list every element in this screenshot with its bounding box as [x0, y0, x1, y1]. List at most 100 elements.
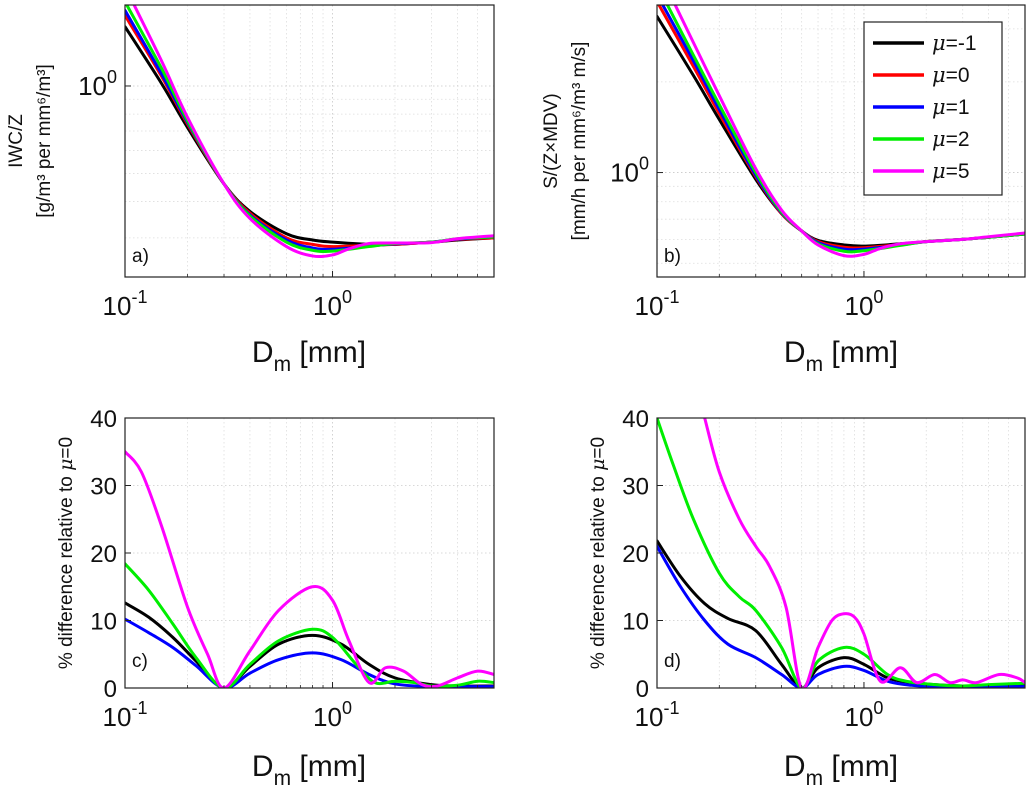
panel-a-label: a)	[132, 246, 149, 267]
panel-c-ylabel-mu-value: =0	[56, 437, 77, 459]
panel-a-xlabel: Dm [mm]	[252, 336, 366, 376]
panel-d-ylabel-mu: μ	[587, 459, 609, 471]
panel-c-xlabel-rest: [mm]	[291, 750, 366, 783]
x-tick-label: 10-1	[635, 287, 680, 321]
panel-c-label: c)	[132, 651, 148, 672]
x-tick-base: 10	[844, 702, 873, 732]
x-tick-base: 10	[313, 702, 342, 732]
y-tick-label: 20	[622, 541, 649, 568]
legend-entry-mu: μ	[932, 31, 946, 55]
x-tick-exp: -1	[663, 287, 679, 307]
x-tick-exp: 0	[342, 698, 352, 718]
x-tick-exp: -1	[131, 287, 147, 307]
series-line-mu-2	[657, 418, 1025, 688]
legend-entry-mu-1: μ=1	[932, 95, 970, 119]
panel-d-xlabel-sub: m	[806, 767, 824, 790]
panel-b-xlabel-sub: m	[806, 353, 824, 376]
series-line-mu-2	[125, 5, 494, 254]
x-tick-exp: 0	[873, 287, 883, 307]
legend-entry-value: =0	[946, 64, 970, 87]
panel-b-series	[657, 5, 1025, 258]
x-tick-base: 10	[103, 702, 132, 732]
panel-a-xlabel-sub: m	[274, 353, 292, 376]
x-tick-exp: -1	[131, 698, 147, 718]
y-tick-label: 100	[610, 154, 649, 188]
panel-a-series	[125, 5, 494, 259]
panel-b-ylabel-line1: S/(Z×MDV)	[541, 93, 562, 189]
x-tick-base: 10	[313, 291, 342, 321]
panel-d-xlabel-rest: [mm]	[823, 750, 898, 783]
panel-d-label: d)	[664, 651, 681, 672]
panel-b-xlabel-main: D	[784, 336, 806, 369]
panel-c-grid	[124, 417, 495, 689]
x-tick-label: 100	[313, 287, 352, 321]
panel-c-xlabel-sub: m	[274, 767, 292, 790]
x-tick-exp: 0	[342, 287, 352, 307]
legend-entry-mu-0: μ=0	[932, 63, 970, 87]
y-tick-label: 0	[636, 676, 649, 703]
panel-c-xlabel: Dm [mm]	[252, 750, 366, 790]
y-tick-label: 40	[622, 406, 649, 433]
panel-b-frame	[656, 4, 1026, 278]
x-tick-label: 10-1	[103, 698, 148, 732]
legend-entry-mu: μ	[932, 63, 946, 87]
legend-entry-mu-m1: μ=-1	[932, 31, 977, 55]
panel-b-xlabel-rest: [mm]	[823, 336, 898, 369]
legend-entry-value: =5	[946, 160, 970, 183]
panel-b-ylabel-line2: [mm/h per mm⁶/m³ m/s]	[569, 42, 590, 241]
x-tick-label: 100	[844, 698, 883, 732]
panel-c-ylabel-mu: μ	[55, 459, 77, 471]
legend-entry-value: =2	[946, 128, 970, 151]
y-tick-label: 10	[622, 609, 649, 636]
y-tick-base: 10	[610, 158, 639, 188]
panel-b-xlabel: Dm [mm]	[784, 336, 898, 376]
y-tick-base: 10	[78, 71, 107, 101]
legend-entry-mu: μ	[932, 127, 946, 151]
panel-c-xlabel-main: D	[252, 750, 274, 783]
x-tick-label: 100	[844, 287, 883, 321]
series-line-mu-5	[132, 5, 494, 259]
series-line-mu-m1	[125, 601, 494, 688]
x-tick-base: 10	[635, 291, 664, 321]
series-line-mu-m1	[125, 25, 494, 247]
x-tick-exp: -1	[663, 698, 679, 718]
panel-d-xlabel: Dm [mm]	[784, 750, 898, 790]
panel-c-ylabel: % difference relative to μ=0	[55, 437, 77, 669]
legend-entry-mu: μ	[932, 95, 946, 119]
y-tick-label: 20	[90, 541, 117, 568]
series-line-mu-5	[125, 450, 494, 688]
x-tick-exp: 0	[873, 698, 883, 718]
panel-d-xlabel-main: D	[784, 750, 806, 783]
series-line-mu-1	[657, 544, 1025, 688]
y-tick-label: 30	[622, 474, 649, 501]
panel-a-xlabel-rest: [mm]	[291, 336, 366, 369]
x-tick-base: 10	[844, 291, 873, 321]
series-line-mu-5	[703, 418, 1025, 688]
panel-b-label: b)	[664, 246, 681, 267]
x-tick-label: 100	[313, 698, 352, 732]
legend-entry-value: =1	[946, 96, 970, 119]
panel-d-ylabel-text: % difference relative to	[588, 471, 609, 669]
panel-a-ylabel-line2: [g/m³ per mm⁶/m³]	[34, 64, 55, 217]
legend-entry-mu-5: μ=5	[932, 159, 970, 183]
legend-entry-mu: μ	[932, 159, 946, 183]
y-tick-label: 100	[78, 67, 117, 101]
x-tick-base: 10	[103, 291, 132, 321]
panel-c-series	[125, 450, 494, 688]
panel-a-xlabel-main: D	[252, 336, 274, 369]
legend: μ=-1μ=0μ=1μ=2μ=5	[863, 21, 1003, 196]
panel-d-ylabel: % difference relative to μ=0	[587, 437, 609, 669]
x-tick-label: 10-1	[103, 287, 148, 321]
series-line-mu-1	[125, 8, 494, 251]
x-tick-base: 10	[635, 702, 664, 732]
y-tick-exp: 0	[107, 67, 117, 87]
